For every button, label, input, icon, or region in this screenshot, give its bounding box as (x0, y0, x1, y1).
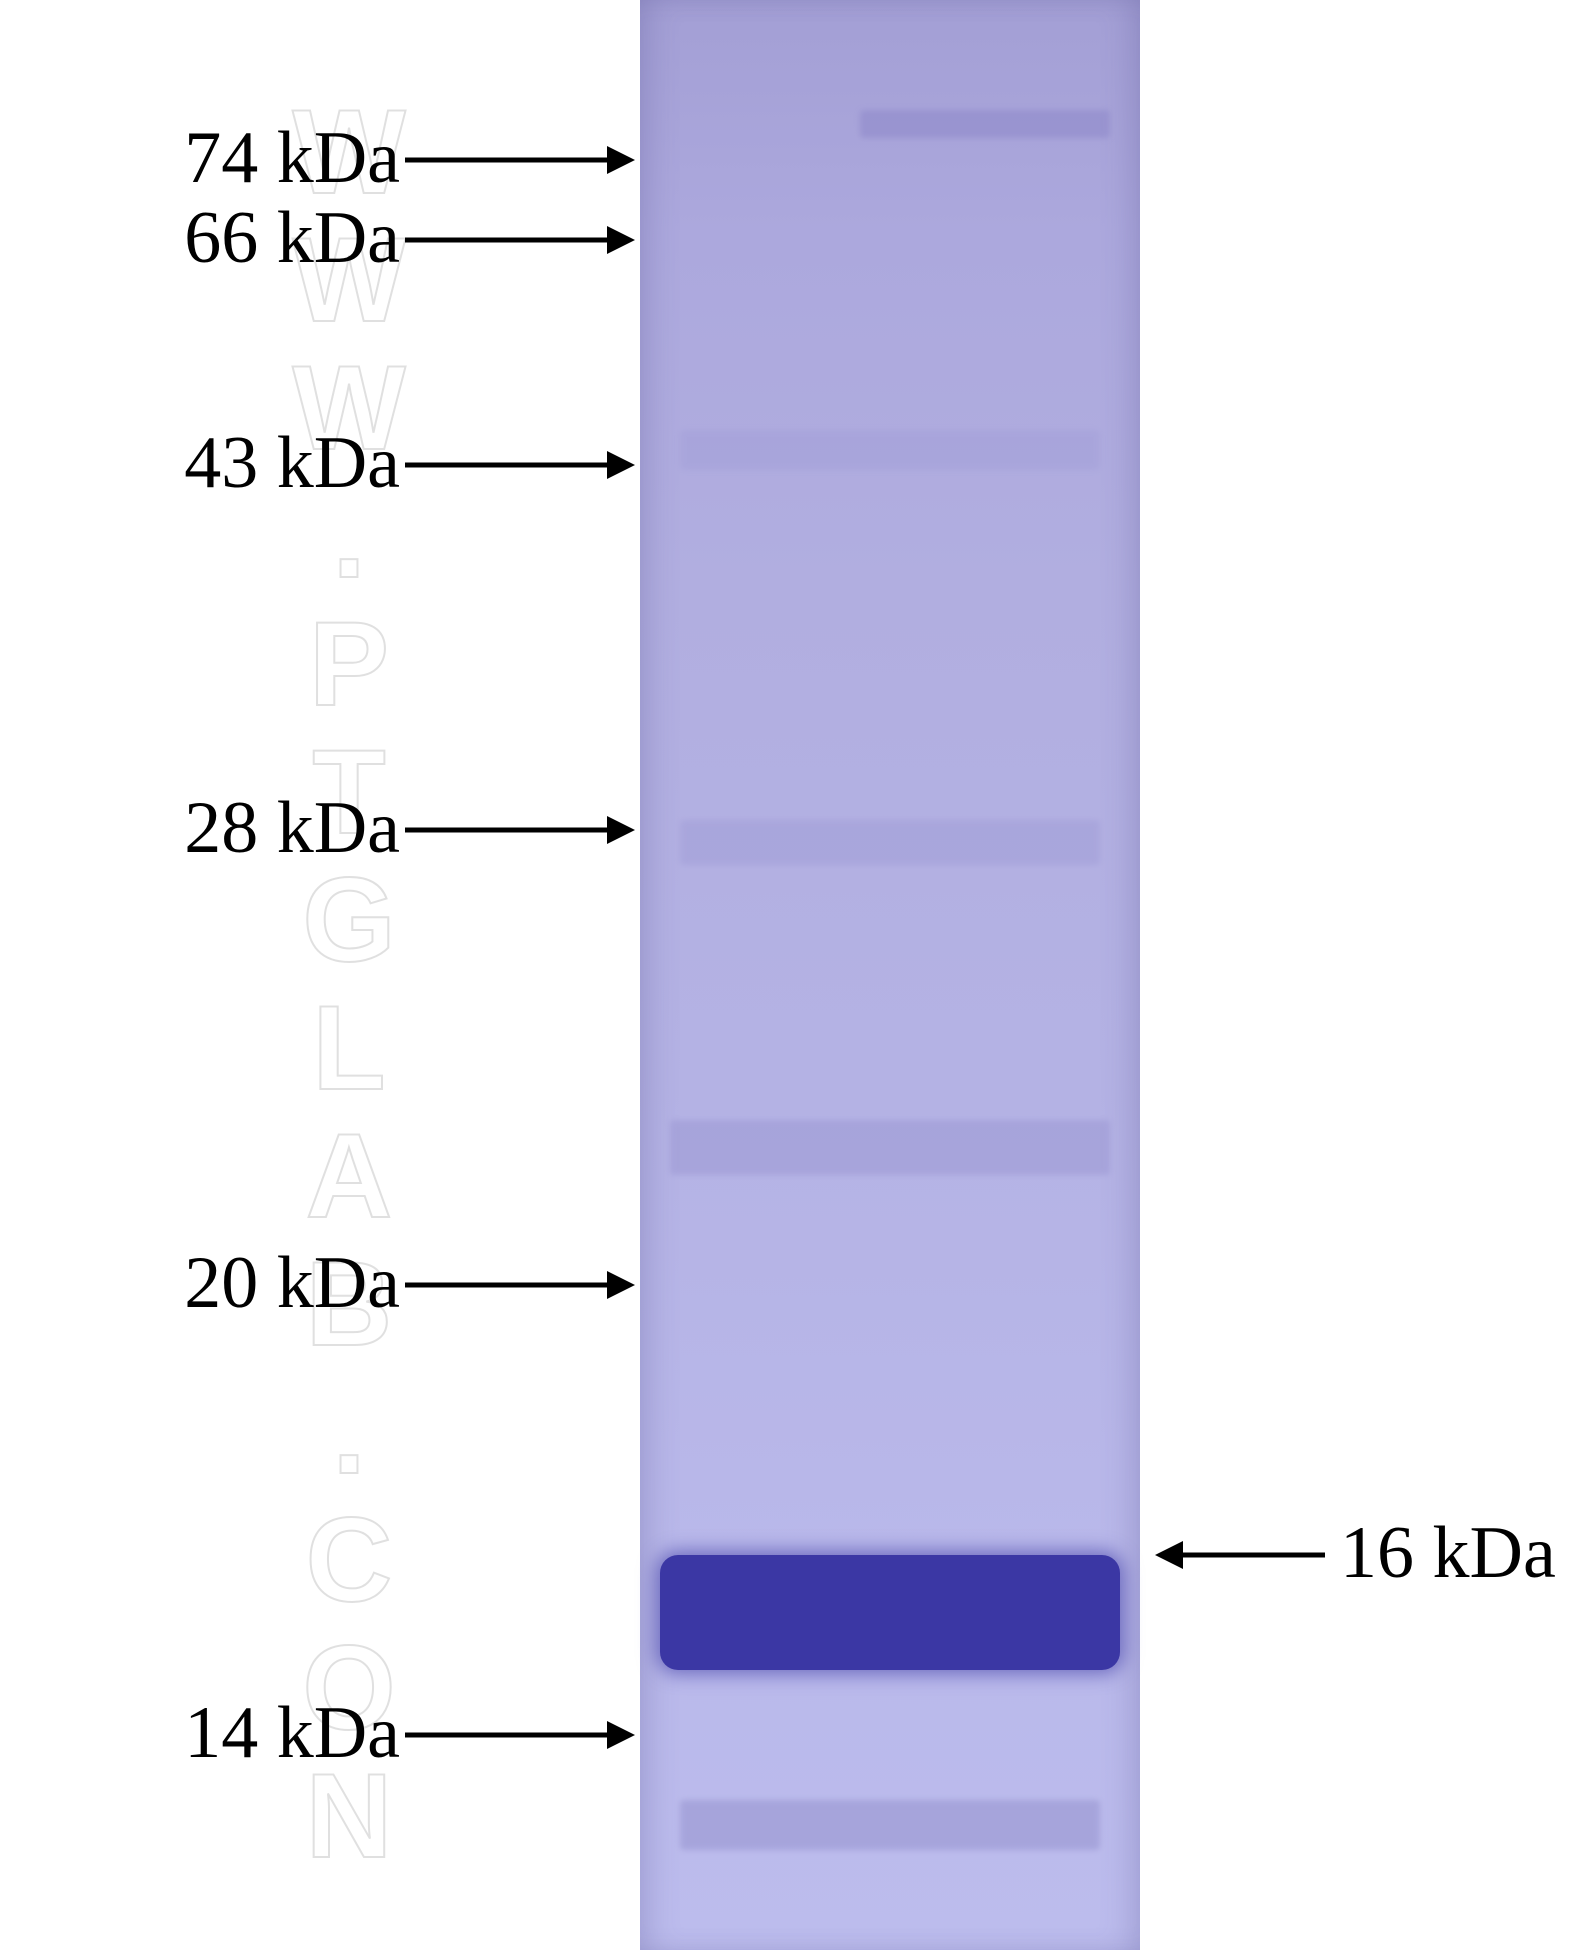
marker-left-label-1: 66 kDa (184, 196, 400, 281)
marker-left-label-4: 20 kDa (184, 1241, 400, 1326)
marker-left-5: 14 kDa (184, 1691, 400, 1776)
gel-lane (640, 0, 1140, 1950)
gel-band-4 (660, 1555, 1120, 1670)
gel-band-1 (680, 430, 1100, 470)
gel-band-3 (670, 1120, 1110, 1175)
marker-left-label-0: 74 kDa (184, 116, 400, 201)
gel-band-2 (680, 820, 1100, 865)
marker-left-4: 20 kDa (184, 1241, 400, 1326)
marker-left-2: 43 kDa (184, 421, 400, 506)
marker-left-label-2: 43 kDa (184, 421, 400, 506)
gel-band-0 (860, 110, 1110, 138)
marker-right-label-0: 16 kDa (1340, 1511, 1556, 1596)
marker-left-1: 66 kDa (184, 196, 400, 281)
marker-left-label-3: 28 kDa (184, 786, 400, 871)
marker-right-0: 16 kDa (1340, 1511, 1556, 1596)
figure-canvas: WWW.PTGLAB.CON 74 kDa66 kDa43 kDa28 kDa2… (0, 0, 1585, 1950)
marker-left-0: 74 kDa (184, 116, 400, 201)
gel-band-5 (680, 1800, 1100, 1850)
marker-left-label-5: 14 kDa (184, 1691, 400, 1776)
marker-left-3: 28 kDa (184, 786, 400, 871)
